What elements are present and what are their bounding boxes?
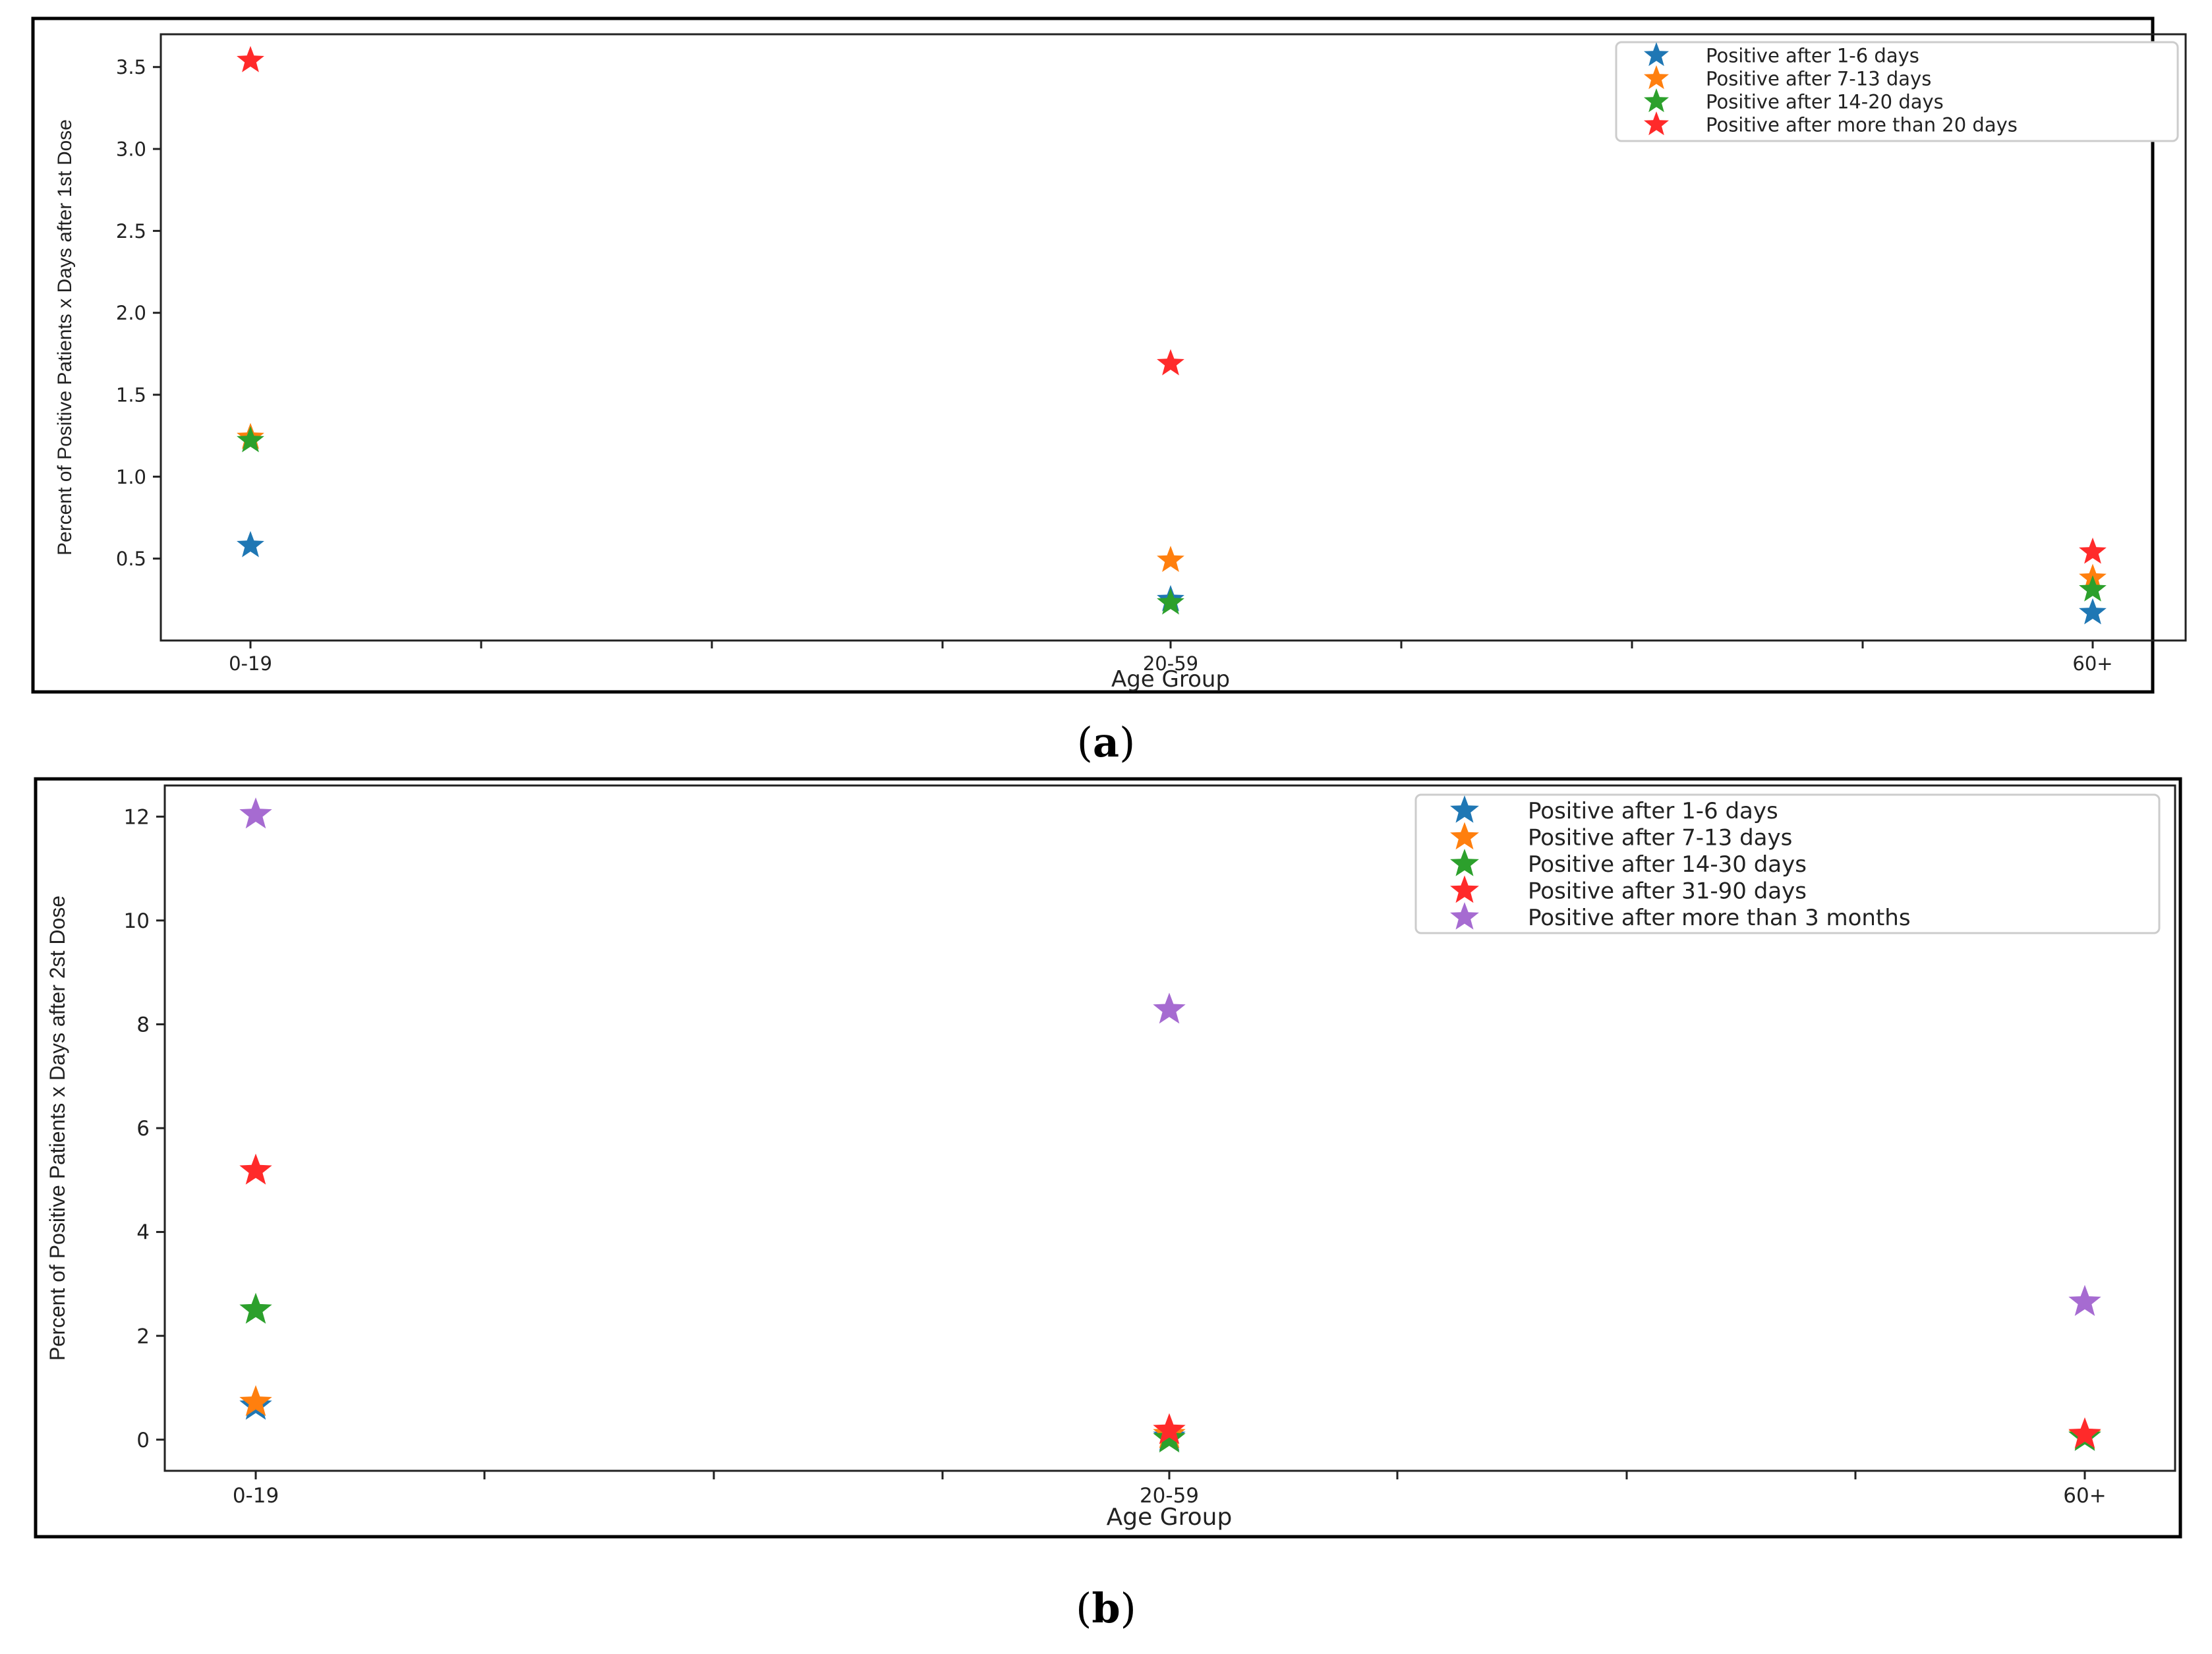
- legend-entry-label: Positive after more than 20 days: [1706, 113, 2018, 136]
- x-tick-label: 0-19: [229, 652, 272, 675]
- legend-entry-label: Positive after 1-6 days: [1706, 44, 1919, 67]
- y-tick-label: 2.0: [116, 302, 146, 324]
- panel-a-markers: [237, 45, 2107, 625]
- data-point-star: [237, 426, 264, 453]
- y-tick-label: 3.0: [116, 138, 146, 160]
- data-point-star: [237, 530, 264, 557]
- legend-frame: [1414, 793, 2161, 934]
- legend-marker-star: [1450, 902, 1479, 930]
- y-tick-label: 12: [124, 805, 150, 829]
- data-point-star: [239, 797, 272, 829]
- panel-a-caption-letter: a: [1093, 718, 1119, 766]
- panel-a-plot-area: [160, 33, 2187, 642]
- legend-entry-label: Positive after 14-30 days: [1528, 851, 1807, 878]
- x-tick-label: 20-59: [1143, 652, 1198, 675]
- y-tick-label: 6: [136, 1117, 150, 1141]
- legend-frame: [1615, 41, 2179, 142]
- panel-b-caption: (b): [1076, 1584, 1136, 1632]
- data-point-star: [239, 1385, 272, 1416]
- panel-a-y-axis-label: Percent of Positive Patients x Days afte…: [54, 119, 76, 556]
- legend-marker-star: [1450, 875, 1479, 903]
- legend-marker-star: [1450, 822, 1479, 850]
- legend-marker-star: [1450, 849, 1479, 876]
- legend-marker-star: [1644, 88, 1669, 113]
- data-point-star: [1157, 588, 1184, 615]
- panel-a-ticks: 0.5 1.0 1.5 2.0 2.5 3.0 3.5 0-19 20-59 60+: [116, 56, 2113, 675]
- data-point-star: [2068, 1417, 2101, 1448]
- y-tick-label: 8: [136, 1013, 150, 1037]
- data-point-star: [239, 1153, 272, 1185]
- legend-entry-label: Positive after 7-13 days: [1706, 67, 1931, 90]
- data-point-star: [2079, 598, 2107, 625]
- x-tick-label: 60+: [2063, 1484, 2106, 1508]
- legend-marker-star: [1644, 65, 1669, 90]
- x-tick-label: 60+: [2072, 652, 2112, 675]
- y-tick-label: 1.5: [116, 384, 146, 406]
- y-tick-label: 0: [136, 1429, 150, 1452]
- panel-b: 0 2 4 6 8 10 12 0-19 20-59 60+ Age Group Percent …: [34, 777, 2182, 1539]
- panel-a-x-axis-label: Age Group: [1111, 666, 1230, 693]
- legend-entry-label: Positive after 14-20 days: [1706, 90, 1944, 113]
- legend-marker-star: [1644, 42, 1669, 67]
- data-point-star: [237, 45, 264, 72]
- panel-a: 0.5 1.0 1.5 2.0 2.5 3.0 3.5 0-19 20-59 60+ Age Gr…: [31, 16, 2187, 694]
- panel-b-y-axis-label: Percent of Positive Patients x Days afte…: [45, 896, 69, 1361]
- y-tick-label: 1.0: [116, 466, 146, 488]
- legend-entry-label: Positive after 7-13 days: [1528, 825, 1792, 851]
- legend-marker-star: [1450, 795, 1479, 823]
- legend-entry-label: Positive after more than 3 months: [1528, 905, 1911, 931]
- x-tick-label: 0-19: [233, 1484, 279, 1508]
- legend-marker-star: [1644, 111, 1669, 136]
- data-point-star: [239, 1292, 272, 1324]
- panel-a-caption: (a): [1077, 718, 1136, 766]
- y-tick-label: 10: [124, 909, 150, 933]
- data-point-star: [2068, 1284, 2101, 1316]
- data-point-star: [1157, 546, 1184, 572]
- panel-b-ticks: 0 2 4 6 8 10 12 0-19 20-59 60+: [124, 805, 2107, 1508]
- data-point-star: [1157, 349, 1184, 376]
- legend-entry-label: Positive after 31-90 days: [1528, 878, 1807, 905]
- data-point-star: [2079, 575, 2107, 602]
- legend-entry-label: Positive after 1-6 days: [1528, 798, 1778, 824]
- panel-b-x-axis-label: Age Group: [1107, 1504, 1233, 1531]
- panel-b-caption-letter: b: [1091, 1584, 1120, 1632]
- data-point-star: [2079, 537, 2107, 564]
- data-point-star: [1153, 992, 1186, 1024]
- x-tick-label: 20-59: [1140, 1484, 1199, 1508]
- y-tick-label: 2.5: [116, 220, 146, 242]
- data-point-star: [1153, 1413, 1186, 1444]
- y-tick-label: 2: [136, 1325, 150, 1348]
- panel-b-markers: [239, 797, 2101, 1453]
- y-tick-label: 0.5: [116, 548, 146, 570]
- y-tick-label: 4: [136, 1221, 150, 1245]
- y-tick-label: 3.5: [116, 56, 146, 78]
